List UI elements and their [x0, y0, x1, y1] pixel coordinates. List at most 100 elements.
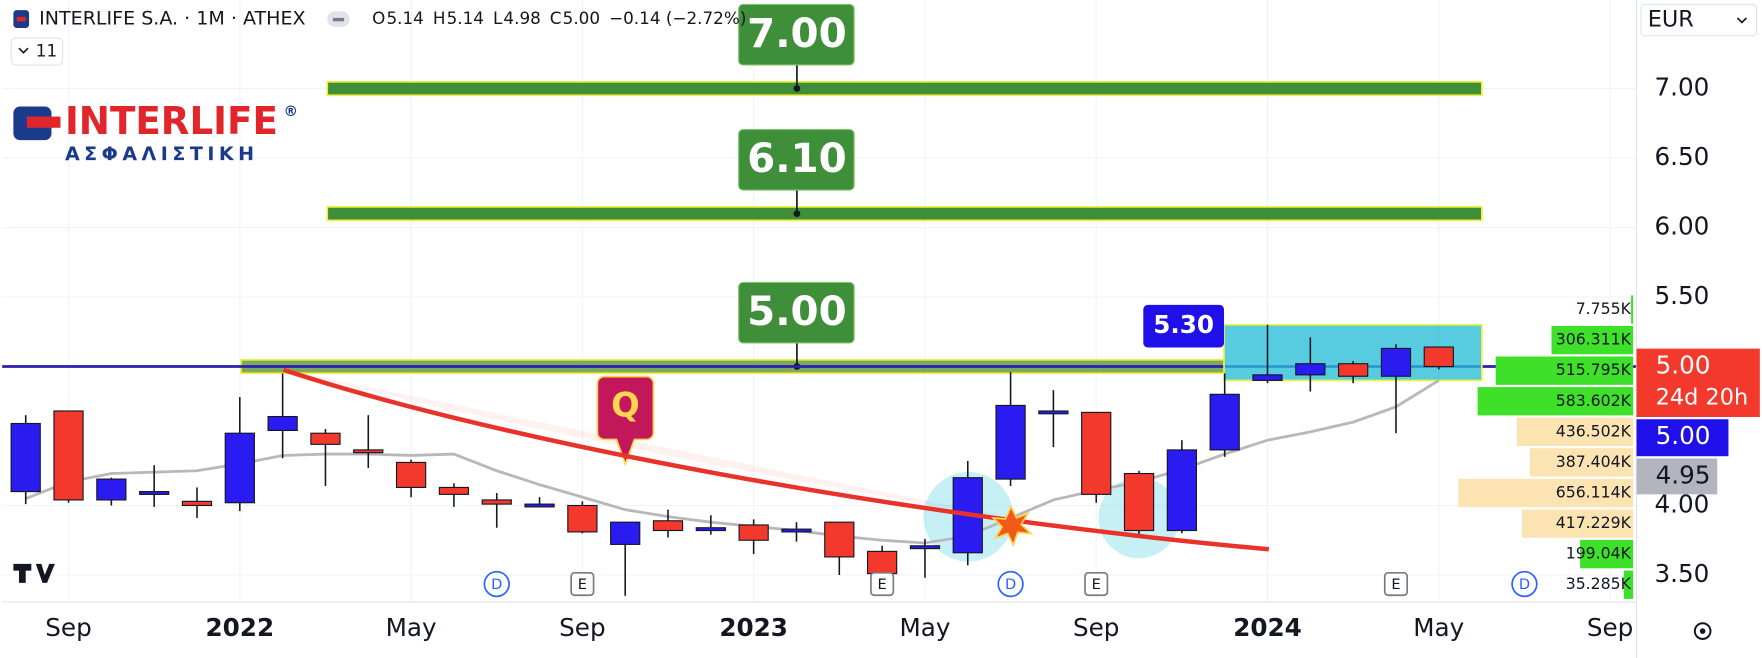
candle-body [695, 527, 726, 532]
symbol-title: INTERLIFE S.A. · 1M · ATHEX [39, 8, 305, 30]
event-marker [483, 570, 510, 598]
candle-body [395, 461, 427, 488]
price-label: 5.00 [1656, 351, 1711, 380]
volume-label: 417.229K [1556, 513, 1632, 532]
candle-body [1252, 374, 1283, 381]
x-tick-label: Sep [1587, 613, 1633, 642]
candle-body [738, 524, 769, 541]
x-tick-label: Sep [45, 613, 91, 642]
level-badge [738, 281, 855, 344]
candle-body [1380, 347, 1412, 377]
candle-body [995, 404, 1026, 480]
candle-body [139, 491, 170, 495]
level-label: 5.00 [747, 288, 847, 335]
trend-curve [282, 367, 1270, 552]
volume-label: 656.114K [1556, 482, 1632, 501]
zone-label: 5.30 [1153, 310, 1214, 339]
candle-body [1166, 449, 1197, 532]
ohlc-value: 5.14 [386, 8, 423, 28]
x-tick-label: May [1413, 613, 1464, 642]
ohlc-key: L [493, 8, 503, 28]
event-label: E [878, 576, 887, 593]
ma-line [25, 379, 1440, 545]
event-marker [997, 570, 1024, 598]
event-label: E [1092, 576, 1101, 593]
candle-body [652, 520, 684, 532]
y-tick-label: 3.50 [1654, 559, 1709, 588]
currency-select[interactable] [1640, 3, 1758, 37]
volume-label: 387.404K [1556, 452, 1632, 471]
level-line [326, 80, 1483, 97]
settings-icon[interactable] [1693, 622, 1712, 640]
volume-bar [1495, 356, 1634, 385]
level-badge [738, 3, 855, 66]
event-label: D [491, 576, 502, 593]
candle-body [524, 503, 555, 508]
candle-body [267, 415, 298, 432]
price-badge [1636, 419, 1729, 457]
logo-mark: ® [284, 103, 299, 120]
x-tick-label: 2023 [719, 613, 788, 642]
volume-bar [1529, 448, 1634, 477]
candle-body [824, 521, 855, 558]
price-countdown: 24d 20h [1656, 384, 1749, 410]
volume-label: 199.04K [1566, 544, 1632, 563]
candle-body [53, 410, 84, 501]
chevron [1736, 17, 1747, 24]
x-tick-label: Sep [559, 613, 605, 642]
annotation-balloon [596, 375, 655, 467]
burst-icon [990, 504, 1034, 547]
candle-body [781, 528, 812, 533]
ohlc-value: 5.14 [447, 8, 484, 28]
currency: EUR [1648, 7, 1694, 33]
x-tick-label: 2024 [1233, 613, 1302, 642]
volume-bar [1631, 295, 1634, 324]
candle-body [96, 478, 127, 501]
event-marker [1383, 571, 1409, 597]
volume-label: 583.602K [1556, 391, 1632, 410]
candle-body [1209, 393, 1240, 451]
candle-body [909, 545, 941, 550]
chevron [18, 47, 29, 54]
logo-name: INTERLIFE [65, 99, 278, 143]
volume-label: 35.285K [1566, 574, 1632, 593]
x-tick-label: May [386, 613, 437, 642]
x-tick-label: 2022 [206, 613, 275, 642]
candle-body [1338, 363, 1369, 377]
candle-body [567, 504, 598, 533]
volume-label: 306.311K [1556, 330, 1632, 349]
candle-body [1423, 346, 1454, 368]
candle-body [310, 432, 341, 445]
y-tick-label: 6.50 [1654, 142, 1709, 171]
event-marker [1084, 571, 1109, 597]
y-tick-label: 7.00 [1654, 73, 1709, 102]
event-label: E [1391, 576, 1400, 593]
event-marker [870, 571, 895, 597]
volume-bar [1477, 387, 1634, 416]
volume-label: 436.502K [1556, 421, 1632, 440]
price-label: 5.00 [1656, 421, 1711, 450]
candle-body [1295, 363, 1326, 376]
level-badge [738, 128, 855, 191]
y-tick-label: 6.00 [1654, 212, 1709, 241]
volume-bar [1458, 478, 1634, 508]
candle-body [1081, 411, 1112, 495]
zone-badge [1143, 304, 1225, 348]
event-marker [1511, 570, 1538, 598]
candle-body [866, 550, 898, 575]
level-line [326, 206, 1483, 222]
candle-body [481, 499, 512, 505]
indicator-toggle[interactable] [10, 37, 64, 66]
anchor [793, 210, 801, 217]
x-tick-label: May [899, 613, 950, 642]
anchor [793, 85, 801, 92]
volume-bar [1623, 570, 1634, 599]
volume-bar [1516, 417, 1634, 446]
toggle-icon [332, 17, 345, 22]
volume-bar [1580, 539, 1634, 569]
volume-bar [1551, 325, 1634, 355]
candle-body [610, 521, 641, 545]
ohlc-key: H [433, 8, 446, 28]
volume-label: 7.755K [1576, 299, 1632, 318]
candle-body [181, 500, 213, 507]
